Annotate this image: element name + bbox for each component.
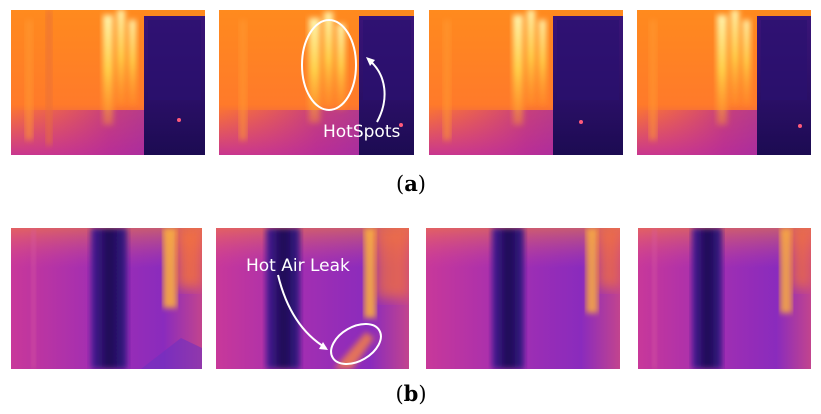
thermal-frame-b3	[426, 228, 620, 369]
thermal-frame-b4	[638, 228, 811, 369]
thermal-frame-b2	[216, 228, 409, 369]
hotspot-arrow	[368, 59, 386, 123]
leak-arrow	[277, 274, 327, 349]
hot-air-leak-label: Hot Air Leak	[246, 256, 350, 276]
thermal-frame-a3	[429, 10, 623, 155]
hotspots-label: HotSpots	[323, 122, 401, 142]
hotspot-ellipse	[301, 19, 357, 111]
caption-b: (b)	[395, 381, 427, 406]
thermal-frame-a1	[11, 10, 205, 155]
thermal-frame-b1	[11, 228, 202, 369]
thermal-frame-a2	[219, 10, 414, 155]
thermal-frame-a4	[637, 10, 811, 155]
caption-a: (a)	[395, 171, 426, 196]
leak-ellipse	[330, 323, 382, 365]
